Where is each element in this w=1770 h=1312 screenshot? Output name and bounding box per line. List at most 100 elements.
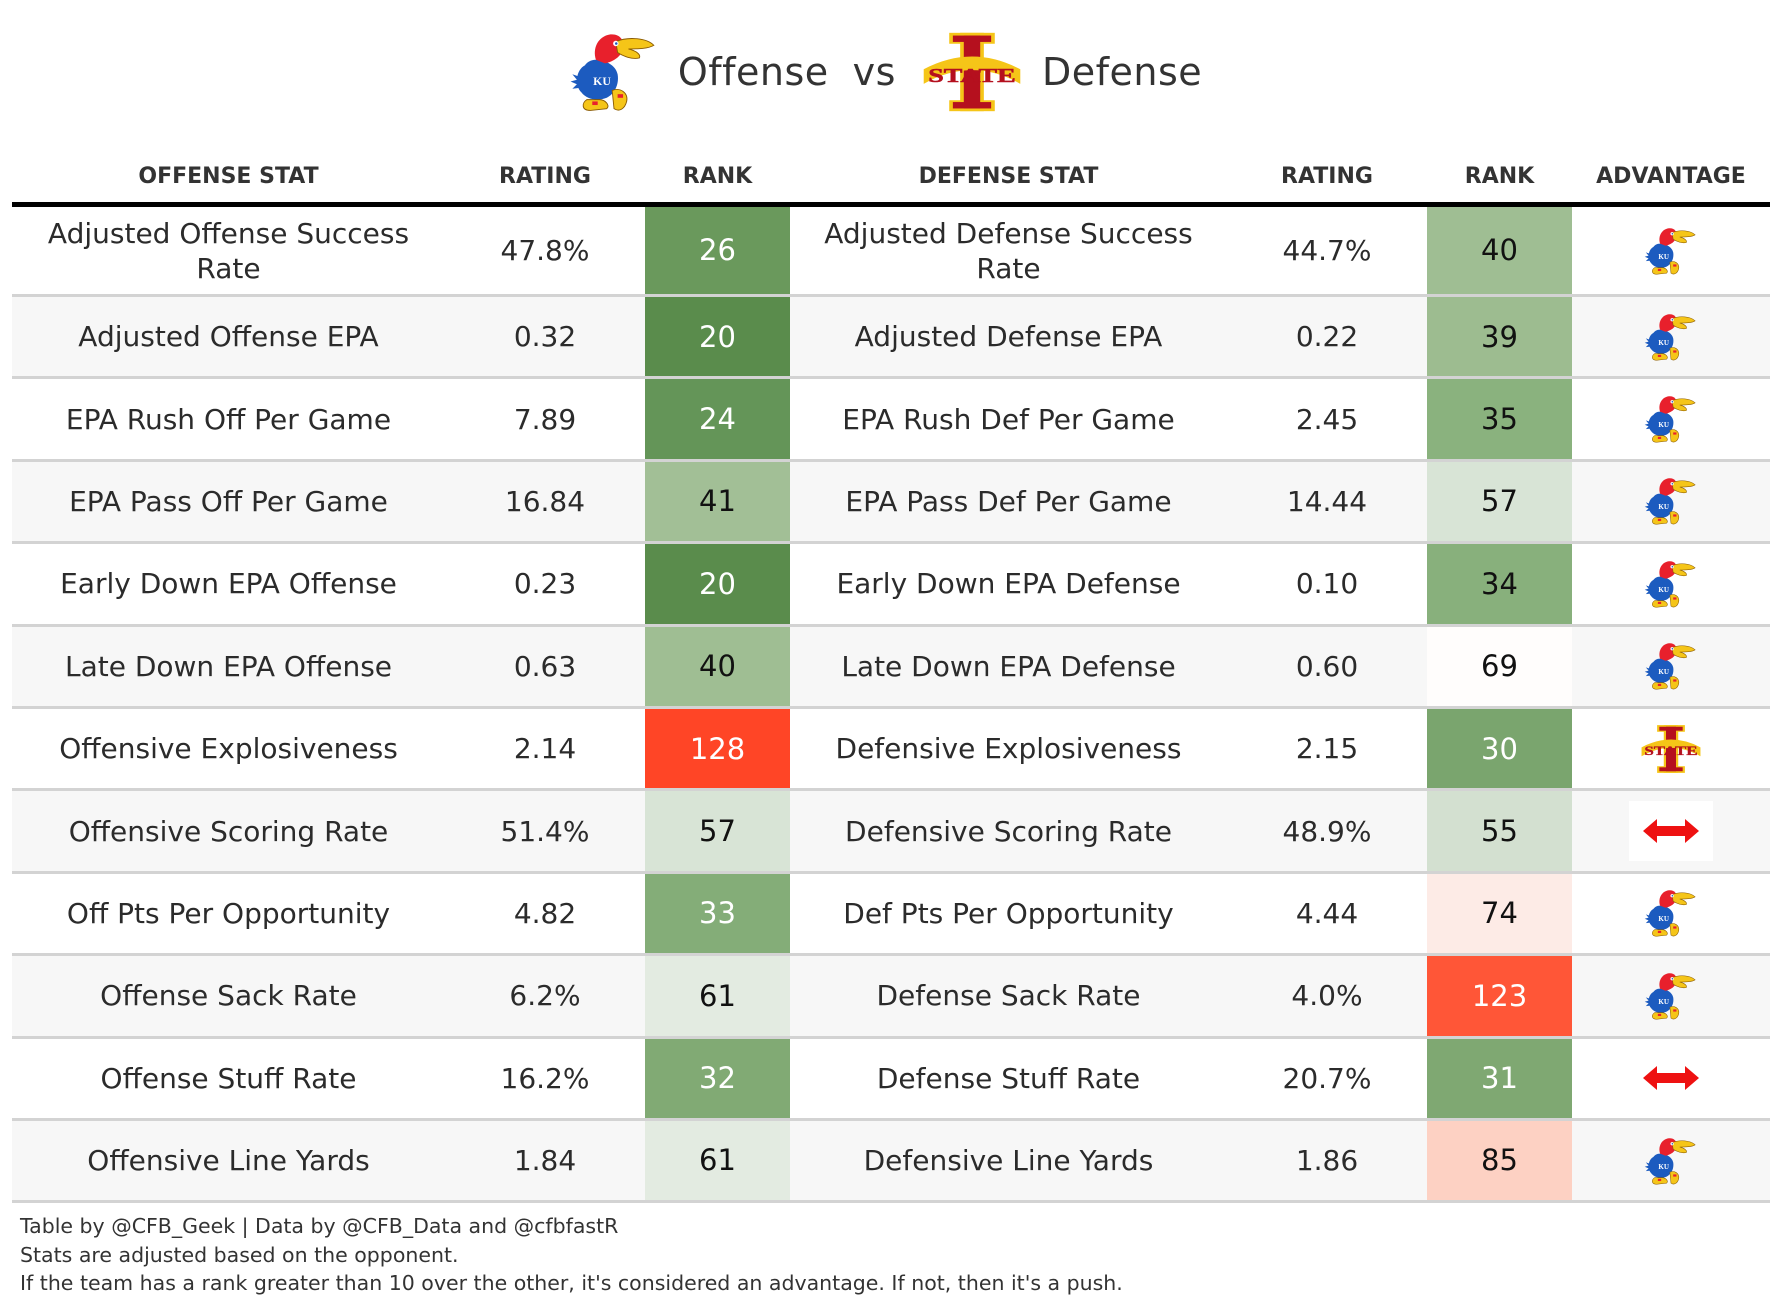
- offense-rank-cell: 20: [645, 544, 790, 624]
- advantage-cell: [1572, 874, 1770, 953]
- push-icon-box: [1629, 801, 1713, 862]
- header-offense-stat: Offense Stat: [138, 163, 319, 189]
- defense-stat-cell: Defensive Scoring Rate: [845, 814, 1172, 848]
- defense-stat-cell: Late Down EPA Defense: [841, 649, 1176, 683]
- offense-stat-cell: Early Down EPA Offense: [60, 567, 397, 601]
- advantage-cell: [1572, 791, 1770, 870]
- vs-title: vs: [852, 50, 896, 94]
- defense-rating-cell: 0.10: [1295, 567, 1359, 601]
- kansas-advantage-icon: [1643, 887, 1699, 939]
- header-defense-rating: Rating: [1281, 163, 1373, 189]
- kansas-advantage-icon: [1643, 225, 1699, 277]
- defense-rating-cell: 0.60: [1295, 649, 1359, 683]
- advantage-cell: [1572, 544, 1770, 623]
- defense-rank-cell: 123: [1427, 956, 1572, 1036]
- defense-rating-cell: 44.7%: [1282, 234, 1372, 267]
- advantage-cell: [1572, 709, 1770, 788]
- offense-rank-cell: 24: [645, 379, 790, 459]
- header-offense-rank: Rank: [682, 163, 753, 189]
- offense-stat-cell: Offensive Scoring Rate: [68, 814, 389, 848]
- defense-stat-cell: EPA Rush Def Per Game: [842, 402, 1175, 436]
- offense-rating-cell: 0.63: [513, 649, 577, 683]
- offense-rank-cell: 41: [645, 461, 790, 542]
- offense-rating-cell: 2.14: [513, 732, 577, 766]
- header-defense-rank: Rank: [1464, 163, 1535, 189]
- defense-rank-cell: 40: [1427, 207, 1572, 294]
- defense-rank-cell: 85: [1427, 1120, 1572, 1201]
- offense-rank-cell: 32: [645, 1038, 790, 1118]
- footer-advantage-note: If the team has a rank greater than 10 o…: [20, 1271, 1123, 1295]
- offense-rank-cell: 26: [645, 207, 790, 294]
- iowa-state-logo-icon: [920, 31, 1024, 113]
- offense-stat-cell: Offensive Line Yards: [87, 1144, 370, 1178]
- offense-rating-cell: 1.84: [513, 1144, 577, 1178]
- kansas-advantage-icon: [1643, 393, 1699, 445]
- title-bar: Offense vs Defense: [0, 24, 1770, 120]
- offense-stat-cell: EPA Pass Off Per Game: [69, 484, 388, 518]
- table-row: Offensive Scoring Rate 51.4% 57 Defensive S…: [12, 791, 1770, 874]
- advantage-cell: [1572, 297, 1770, 376]
- footer-credit: Table by @CFB_Geek | Data by @CFB_Data a…: [20, 1214, 619, 1238]
- header-advantage: Advantage: [1596, 163, 1746, 189]
- defense-stat-cell: Adjusted Defense Success Rate: [824, 216, 1193, 285]
- offense-rank-cell: 128: [645, 708, 790, 789]
- offense-rating-cell: 16.2%: [500, 1061, 590, 1095]
- defense-rating-cell: 20.7%: [1282, 1061, 1372, 1095]
- defense-rank-cell: 35: [1427, 379, 1572, 459]
- defense-stat-cell: Defensive Line Yards: [863, 1144, 1154, 1178]
- defense-stat-cell: EPA Pass Def Per Game: [845, 484, 1172, 518]
- offense-rank-cell: 33: [645, 873, 790, 954]
- offense-rating-cell: 0.23: [513, 567, 577, 601]
- offense-rating-cell: 6.2%: [509, 979, 581, 1013]
- table-row: Adjusted Offense EPA 0.32 20 Adjusted Defen…: [12, 297, 1770, 380]
- offense-rating-cell: 51.4%: [500, 814, 590, 848]
- defense-rank-cell: 39: [1427, 297, 1572, 377]
- advantage-cell: [1572, 1039, 1770, 1118]
- push-arrow-icon: [1643, 1066, 1699, 1090]
- table-row: Off Pts Per Opportunity 4.82 33 Def Pts Per…: [12, 873, 1770, 957]
- kansas-advantage-icon: [1643, 970, 1699, 1022]
- advantage-cell: [1572, 627, 1770, 706]
- defense-rating-cell: 14.44: [1286, 484, 1368, 518]
- offense-stat-cell: Offense Sack Rate: [100, 979, 357, 1013]
- offense-rating-cell: 16.84: [504, 484, 586, 518]
- advantage-cell: [1572, 207, 1770, 294]
- defense-stat-cell: Defensive Explosiveness: [835, 732, 1182, 766]
- defense-title: Defense: [1041, 50, 1203, 94]
- offense-stat-cell: Off Pts Per Opportunity: [66, 896, 391, 930]
- table-row: Offense Sack Rate 6.2% 61 Defense Sack Rate…: [12, 956, 1770, 1039]
- table-body: Adjusted Offense Success Rate 47.8% 26 Adju…: [12, 207, 1770, 1204]
- kansas-advantage-icon: [1643, 1135, 1699, 1187]
- defense-rank-cell: 31: [1427, 1038, 1572, 1118]
- table-row: Offensive Explosiveness 2.14 128 Defensive …: [12, 708, 1770, 792]
- header-defense-stat: Defense Stat: [918, 163, 1099, 189]
- defense-rating-cell: 2.45: [1295, 402, 1359, 436]
- table-row: Adjusted Offense Success Rate 47.8% 26 Adju…: [12, 207, 1770, 297]
- offense-rating-cell: 47.8%: [500, 234, 590, 267]
- comparison-table: Offense Stat Rating Rank Defense Stat Ra…: [12, 150, 1770, 1204]
- offense-title: Offense: [677, 50, 829, 94]
- defense-stat-cell: Defense Stuff Rate: [876, 1061, 1141, 1095]
- offense-rank-cell: 40: [645, 626, 790, 706]
- table-header: Offense Stat Rating Rank Defense Stat Ra…: [12, 150, 1770, 202]
- kansas-advantage-icon: [1643, 475, 1699, 527]
- defense-rating-cell: 4.44: [1295, 896, 1359, 930]
- defense-rank-cell: 30: [1427, 708, 1572, 789]
- offense-rating-cell: 4.82: [513, 896, 577, 930]
- advantage-cell: [1572, 1121, 1770, 1200]
- push-arrow-icon: [1643, 819, 1699, 843]
- kansas-advantage-icon: [1643, 558, 1699, 610]
- footer-adjustment-note: Stats are adjusted based on the opponent…: [20, 1242, 459, 1267]
- table-row: Offensive Line Yards 1.84 61 Defensive Line…: [12, 1120, 1770, 1204]
- defense-rank-cell: 74: [1427, 873, 1572, 954]
- defense-rank-cell: 69: [1427, 626, 1572, 706]
- header-offense-rating: Rating: [499, 163, 591, 189]
- offense-stat-cell: Late Down EPA Offense: [64, 649, 393, 683]
- offense-stat-cell: Offensive Explosiveness: [59, 732, 398, 766]
- kansas-advantage-icon: [1643, 640, 1699, 692]
- defense-stat-cell: Adjusted Defense EPA: [854, 320, 1163, 354]
- advantage-cell: [1572, 379, 1770, 458]
- defense-rating-cell: 0.22: [1295, 320, 1359, 354]
- advantage-cell: [1572, 956, 1770, 1035]
- offense-stat-cell: EPA Rush Off Per Game: [65, 402, 392, 436]
